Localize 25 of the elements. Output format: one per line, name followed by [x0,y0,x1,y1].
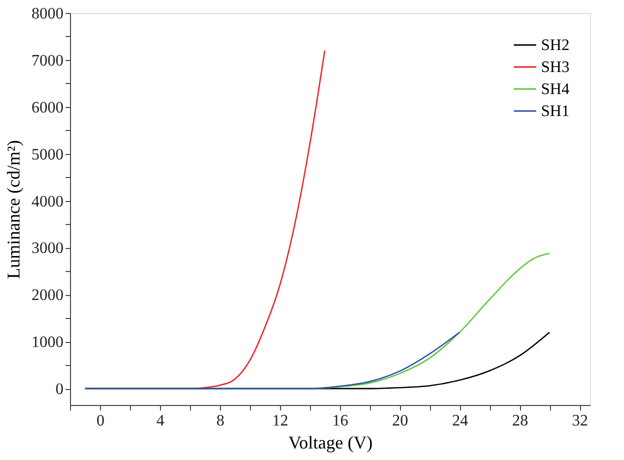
y-tick-label: 5000 [32,146,64,164]
legend-label: SH2 [541,37,570,54]
line-series [84,332,460,390]
y-tick-label: 7000 [32,52,64,70]
x-tick-label: 20 [392,412,408,430]
x-tick-label: 12 [272,412,288,430]
y-axis-title: Luminance (cd/m²) [4,140,24,279]
y-tick-label: 2000 [32,287,64,304]
legend-label: SH1 [541,103,570,120]
x-tick-label: 4 [156,412,164,430]
y-tick-label: 4000 [32,193,64,210]
y-tick-label: 1000 [32,334,64,352]
x-axis-title: Voltage (V) [288,432,373,452]
legend-label: SH3 [541,59,570,76]
x-tick-label: 0 [96,412,104,430]
y-tick-label: 0 [56,381,64,398]
x-tick-label: 28 [512,412,528,430]
y-tick-label: 3000 [32,240,64,258]
legend-label: SH4 [541,81,570,98]
y-tick-label: 6000 [32,99,64,116]
x-tick-label: 24 [452,412,468,430]
x-tick-label: 32 [572,412,588,430]
x-tick-label: 8 [216,412,224,430]
y-tick-label: 8000 [32,6,64,22]
x-tick-label: 16 [332,412,348,430]
